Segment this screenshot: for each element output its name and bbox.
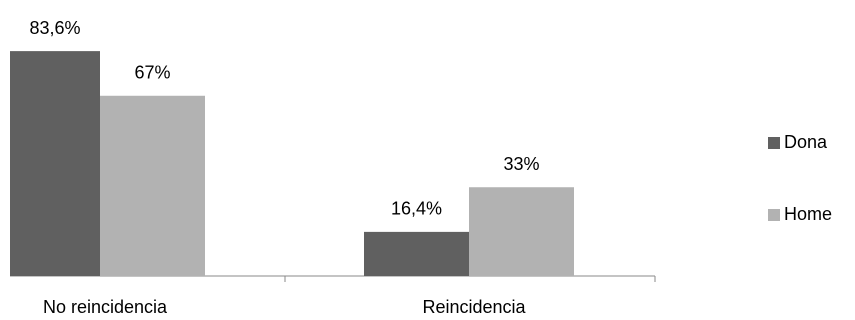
bar (10, 51, 100, 277)
bar (364, 231, 469, 276)
legend-label: Home (784, 204, 832, 224)
legend-swatch (768, 137, 780, 149)
bar (469, 187, 574, 276)
legend-label: Dona (784, 132, 828, 152)
x-tick-label: Reincidencia (422, 297, 526, 317)
x-tick-label: No reincidencia (43, 297, 168, 317)
legend-swatch (768, 209, 780, 221)
value-label: 16,4% (391, 199, 442, 219)
bar (100, 95, 205, 277)
value-label: 33% (503, 154, 539, 174)
value-label: 67% (134, 63, 170, 83)
value-label: 83,6% (29, 18, 80, 38)
